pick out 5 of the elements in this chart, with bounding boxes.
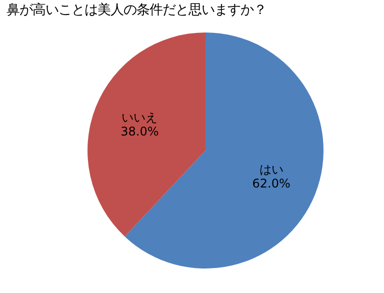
data-label: 38.0%: [120, 124, 159, 139]
slice-label: はい: [259, 162, 284, 176]
slice-label: いいえ: [122, 110, 158, 124]
chart-title: 鼻が高いことは美人の条件だと思いますか？: [6, 2, 266, 18]
data-label: 62.0%: [252, 176, 290, 191]
